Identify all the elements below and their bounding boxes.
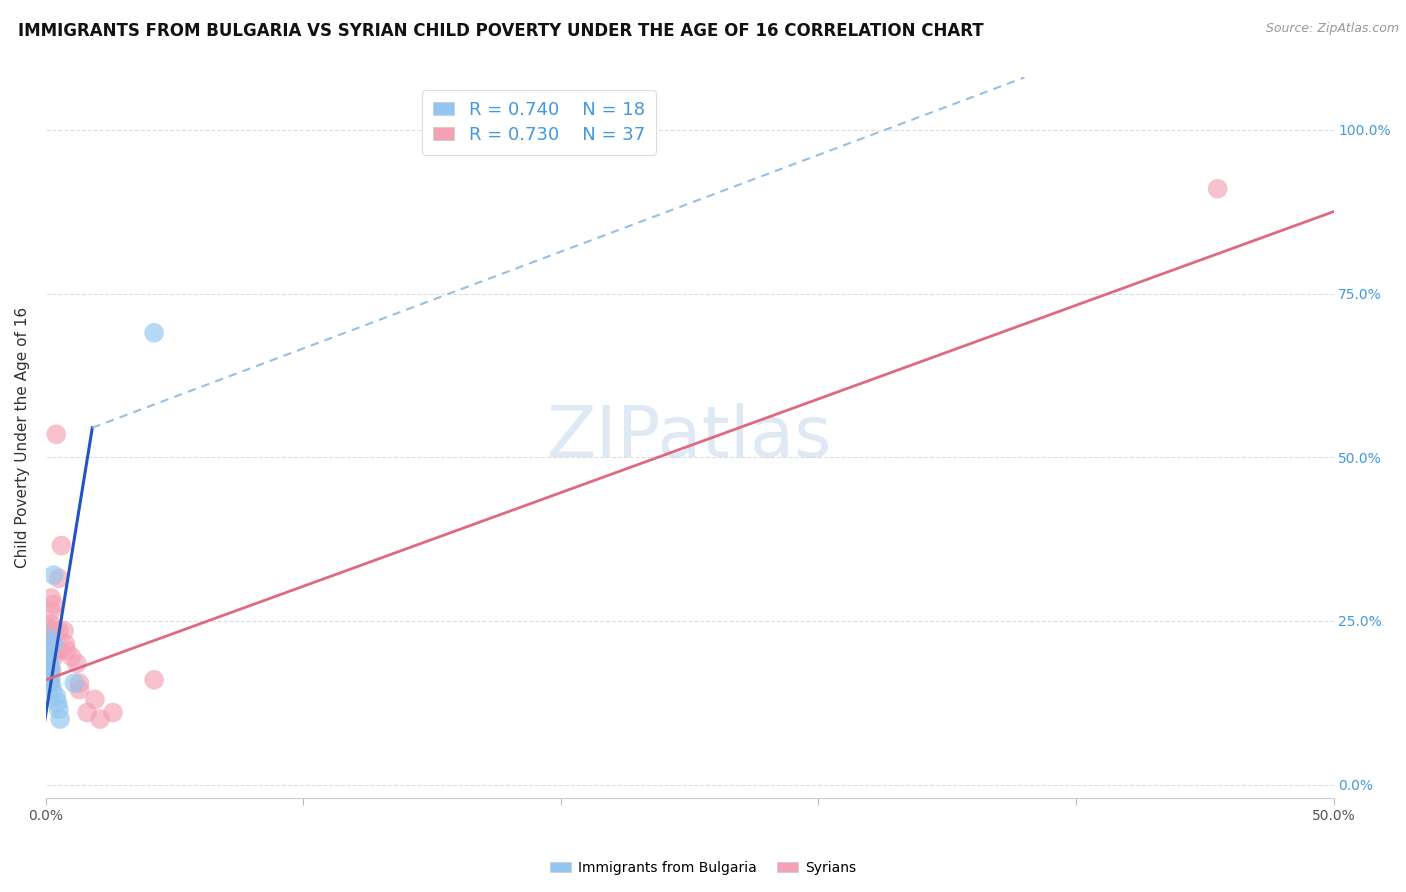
Point <box>38 663 60 677</box>
Point <box>143 326 166 340</box>
Point <box>45 427 67 442</box>
Point <box>39 604 62 618</box>
Point <box>89 712 111 726</box>
Point <box>42 637 65 651</box>
Text: Source: ZipAtlas.com: Source: ZipAtlas.com <box>1265 22 1399 36</box>
Point <box>39 591 62 605</box>
Point <box>45 689 67 703</box>
Point <box>48 624 70 638</box>
Point <box>42 568 65 582</box>
Point <box>39 669 62 683</box>
Point <box>63 676 86 690</box>
Point <box>49 712 72 726</box>
Point <box>38 640 60 654</box>
Point <box>42 643 65 657</box>
Legend: R = 0.740    N = 18, R = 0.730    N = 37: R = 0.740 N = 18, R = 0.730 N = 37 <box>422 90 657 155</box>
Point <box>38 657 60 671</box>
Point <box>101 706 124 720</box>
Point <box>38 649 60 664</box>
Point <box>38 640 60 654</box>
Point <box>38 633 60 648</box>
Point <box>38 630 60 644</box>
Text: ZIPatlas: ZIPatlas <box>547 403 832 472</box>
Point <box>66 657 89 671</box>
Point <box>37 640 59 654</box>
Text: IMMIGRANTS FROM BULGARIA VS SYRIAN CHILD POVERTY UNDER THE AGE OF 16 CORRELATION: IMMIGRANTS FROM BULGARIA VS SYRIAN CHILD… <box>18 22 984 40</box>
Point <box>48 702 70 716</box>
Point <box>51 539 73 553</box>
Point <box>38 676 60 690</box>
Point <box>41 663 63 677</box>
Point <box>53 624 76 638</box>
Point <box>39 676 62 690</box>
Point <box>42 598 65 612</box>
Y-axis label: Child Poverty Under the Age of 16: Child Poverty Under the Age of 16 <box>15 307 30 568</box>
Point <box>1206 182 1229 196</box>
Point <box>38 663 60 677</box>
Point <box>143 673 166 687</box>
Point <box>42 649 65 664</box>
Point <box>69 676 91 690</box>
Point <box>48 571 70 585</box>
Point <box>35 649 58 664</box>
Point <box>38 669 60 683</box>
Point <box>39 637 62 651</box>
Point <box>60 649 83 664</box>
Point <box>37 620 59 634</box>
Point <box>41 682 63 697</box>
Point <box>38 649 60 664</box>
Point <box>37 649 59 664</box>
Point <box>39 617 62 632</box>
Point <box>46 696 69 710</box>
Legend: Immigrants from Bulgaria, Syrians: Immigrants from Bulgaria, Syrians <box>544 855 862 880</box>
Point <box>42 624 65 638</box>
Point <box>48 643 70 657</box>
Point <box>53 637 76 651</box>
Point <box>76 706 98 720</box>
Point <box>39 643 62 657</box>
Point <box>39 659 62 673</box>
Point <box>83 692 105 706</box>
Point <box>55 643 77 657</box>
Point <box>69 682 91 697</box>
